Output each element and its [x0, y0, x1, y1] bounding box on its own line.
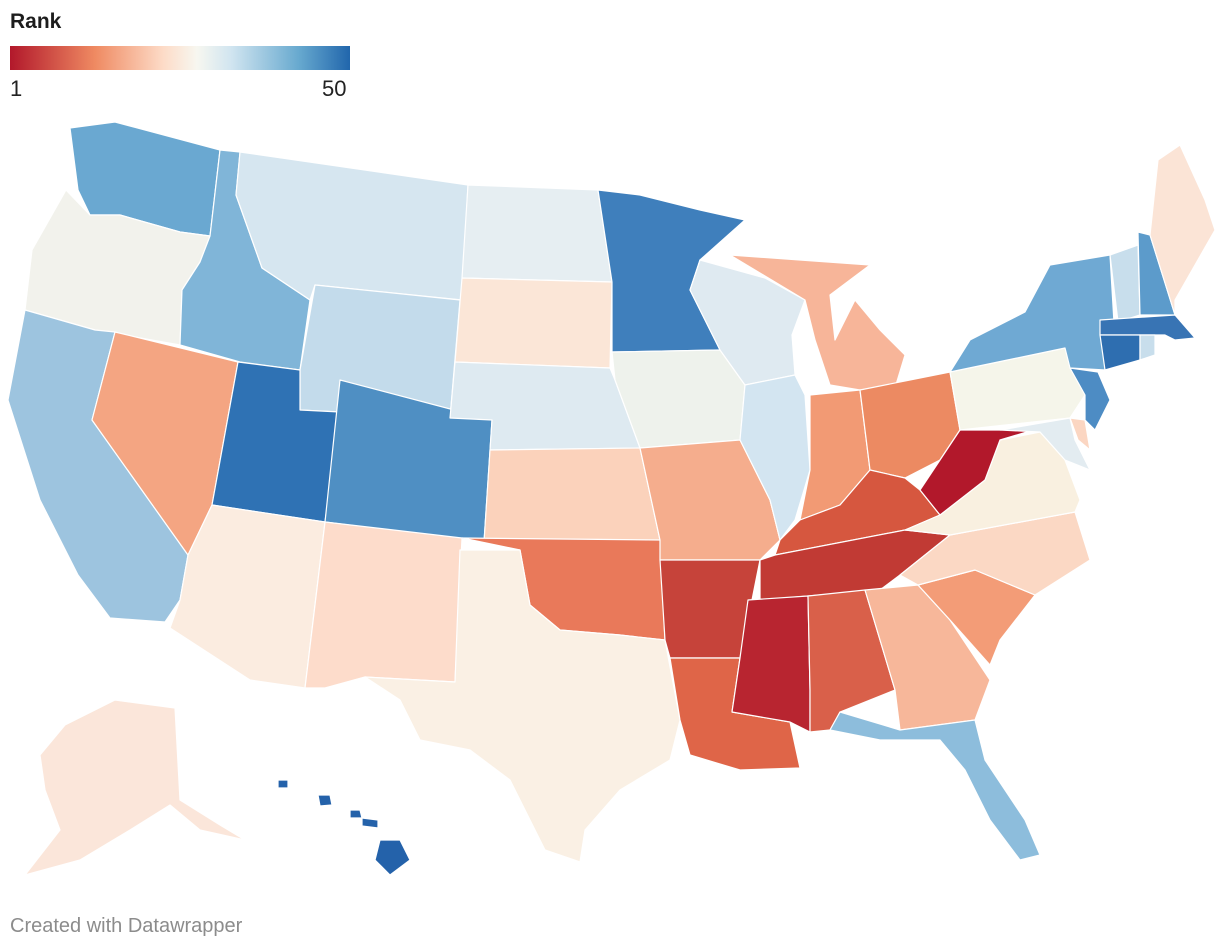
state-HI[interactable] — [277, 779, 411, 876]
legend-min-label: 1 — [10, 76, 23, 101]
state-ME[interactable] — [1149, 144, 1216, 316]
state-SD[interactable] — [454, 277, 613, 369]
state-NJ[interactable] — [1069, 367, 1111, 431]
state-AK[interactable] — [24, 699, 246, 876]
state-IL[interactable] — [739, 374, 811, 541]
state-FL[interactable] — [829, 711, 1041, 861]
state-TX[interactable] — [364, 549, 681, 863]
state-VT[interactable] — [1109, 244, 1141, 323]
state-NY[interactable] — [949, 254, 1116, 373]
legend-color-scale — [10, 46, 350, 70]
footer-credit[interactable]: Created with Datawrapper — [10, 915, 243, 937]
state-DE[interactable] — [1069, 417, 1091, 451]
state-MI[interactable] — [729, 254, 906, 391]
legend-max-label: 50 — [322, 76, 347, 101]
state-ND[interactable] — [461, 184, 613, 283]
legend-title: Rank — [10, 10, 62, 33]
state-NM[interactable] — [304, 521, 463, 689]
state-KS[interactable] — [483, 447, 661, 543]
state-RI[interactable] — [1139, 334, 1156, 361]
state-CT[interactable] — [1099, 334, 1141, 371]
state-CA[interactable] — [7, 309, 189, 623]
